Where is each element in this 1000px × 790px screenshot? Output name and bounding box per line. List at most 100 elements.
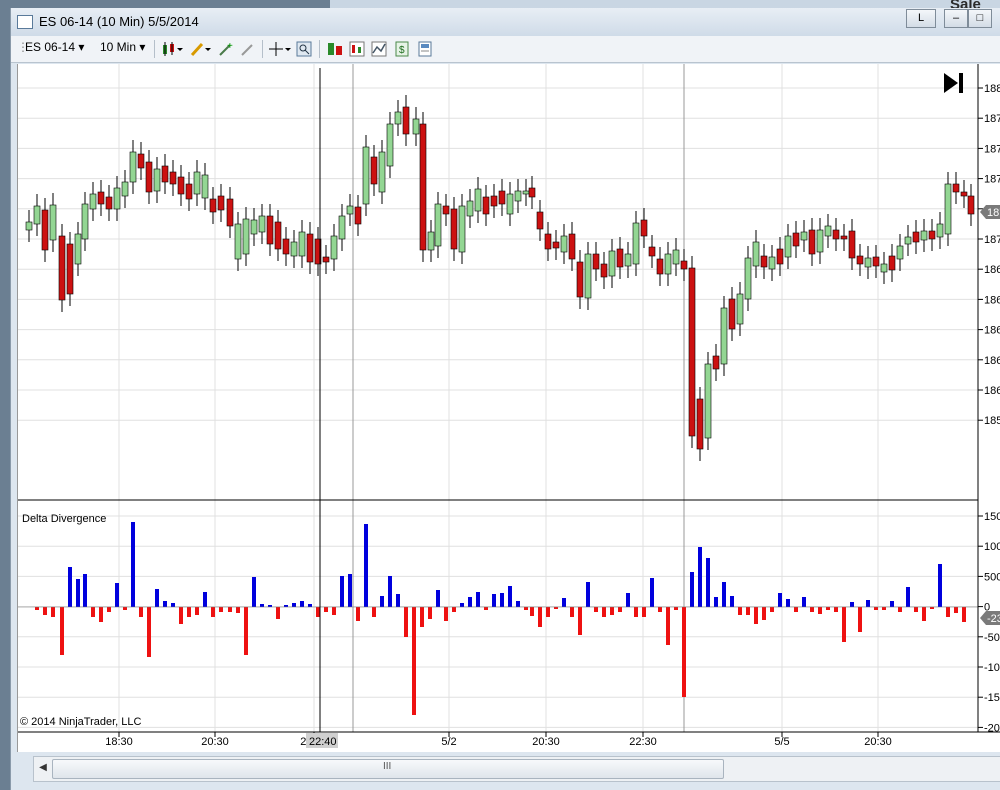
candle-body xyxy=(696,398,704,450)
delta-bar xyxy=(396,594,400,607)
delta-bar xyxy=(163,601,167,607)
candle-body xyxy=(354,206,362,225)
candle-body xyxy=(522,190,530,195)
chart-window: ES 06-14 (10 Min) 5/5/2014 L – □ ⋮ ES 06… xyxy=(10,8,1000,790)
price-tick-label: 1868 xyxy=(984,264,1000,276)
candle-body xyxy=(466,200,474,217)
delta-bar xyxy=(452,607,456,612)
chart-style-icon[interactable] xyxy=(349,41,365,57)
delta-bar xyxy=(324,607,328,612)
delta-bar xyxy=(570,607,574,617)
instrument-selector[interactable]: ES 06-14 ▾ xyxy=(25,40,85,54)
window-title: ES 06-14 (10 Min) 5/5/2014 xyxy=(39,14,199,29)
delta-bar xyxy=(714,597,718,607)
delta-bar xyxy=(682,607,686,697)
candle-body xyxy=(776,248,784,265)
candle-body xyxy=(514,190,522,202)
candle-body xyxy=(97,191,105,205)
copyright-text: © 2014 NinjaTrader, LLC xyxy=(20,716,141,728)
toolbar-separator xyxy=(154,40,155,58)
delta-flag-label: -23 xyxy=(987,613,1000,625)
delta-bar xyxy=(76,579,80,607)
delta-bar xyxy=(826,607,830,610)
delta-bar xyxy=(91,607,95,617)
delta-bar xyxy=(730,596,734,607)
strategy-icon[interactable] xyxy=(240,41,256,57)
properties-icon[interactable] xyxy=(371,41,387,57)
maximize-button[interactable]: □ xyxy=(968,9,992,28)
delta-bar xyxy=(818,607,822,614)
delta-bar xyxy=(810,607,814,612)
chart-toolbar: ⋮ ES 06-14 ▾ 10 Min ▾ + $ xyxy=(11,36,1000,63)
performance-icon[interactable]: $ xyxy=(394,41,410,57)
delta-bar xyxy=(778,593,782,607)
delta-bar xyxy=(244,607,248,655)
horizontal-scrollbar[interactable]: ◀ III xyxy=(33,756,1000,782)
candle-body xyxy=(66,243,74,295)
layout-button[interactable]: L xyxy=(906,9,936,28)
delta-bar xyxy=(946,607,950,617)
delta-bar xyxy=(634,607,638,617)
delta-bar xyxy=(236,607,240,613)
interval-selector[interactable]: 10 Min ▾ xyxy=(100,40,146,54)
delta-bar xyxy=(468,597,472,607)
delta-bar xyxy=(60,607,64,655)
delta-bar xyxy=(610,607,614,615)
delta-bar xyxy=(874,607,878,610)
candle-body xyxy=(209,198,217,213)
candle-body xyxy=(648,246,656,257)
candle-body xyxy=(427,231,435,251)
delta-bar xyxy=(436,590,440,607)
delta-bar xyxy=(642,607,646,617)
delta-bar xyxy=(754,607,758,624)
minimize-button[interactable]: – xyxy=(944,9,968,28)
delta-bar xyxy=(602,607,606,617)
drawing-pencil-icon[interactable] xyxy=(189,41,211,57)
data-box-icon[interactable] xyxy=(327,41,343,57)
delta-bar xyxy=(123,607,127,610)
candle-body xyxy=(720,307,728,365)
crosshair-icon[interactable] xyxy=(269,41,291,57)
delta-tick-label: -10000 xyxy=(984,662,1000,674)
cursor-time-text: 22:40 xyxy=(309,736,337,748)
cursor-time-label: 22:40 xyxy=(306,733,338,748)
price-flag: 187 xyxy=(980,205,1000,219)
candle-body xyxy=(808,229,816,255)
delta-bar xyxy=(658,607,662,612)
delta-bar xyxy=(882,607,886,610)
candle-body xyxy=(33,205,41,225)
delta-bar xyxy=(530,607,534,616)
delta-tick-label: 10000 xyxy=(984,541,1000,553)
candle-body xyxy=(242,218,250,255)
toolbar-grip: ⋮ xyxy=(17,40,29,54)
candle-body xyxy=(226,198,234,227)
delta-tick-label: -15000 xyxy=(984,692,1000,704)
candle-body xyxy=(768,256,776,270)
delta-bar xyxy=(268,605,272,607)
zoom-icon[interactable] xyxy=(296,41,312,57)
scroll-left-arrow[interactable]: ◀ xyxy=(39,762,47,773)
go-to-latest-icon[interactable] xyxy=(944,73,963,93)
delta-bar xyxy=(35,607,39,610)
candle-body xyxy=(896,245,904,260)
candle-body xyxy=(832,229,840,240)
chart-area[interactable]: Delta Divergence © 2014 NinjaTrader, LLC… xyxy=(17,64,1000,752)
title-bar[interactable]: ES 06-14 (10 Min) 5/5/2014 L – □ xyxy=(11,8,1000,36)
scroll-thumb[interactable]: III xyxy=(52,759,724,779)
candle-body xyxy=(419,123,427,251)
delta-bar xyxy=(650,578,654,607)
bar-type-icon[interactable] xyxy=(161,41,183,57)
order-icon[interactable] xyxy=(417,41,433,57)
chart-grid xyxy=(18,64,978,732)
delta-bar xyxy=(115,583,119,607)
candle-body xyxy=(442,205,450,215)
candle-body xyxy=(864,257,872,268)
time-tick-label: 5/2 xyxy=(441,736,456,748)
delta-bar xyxy=(914,607,918,612)
candle-body xyxy=(928,230,936,240)
candle-body xyxy=(394,111,402,125)
interval-label: 10 Min xyxy=(100,40,137,54)
add-indicator-icon[interactable]: + xyxy=(218,41,234,57)
chart-canvas[interactable]: Delta Divergence © 2014 NinjaTrader, LLC… xyxy=(18,64,1000,752)
